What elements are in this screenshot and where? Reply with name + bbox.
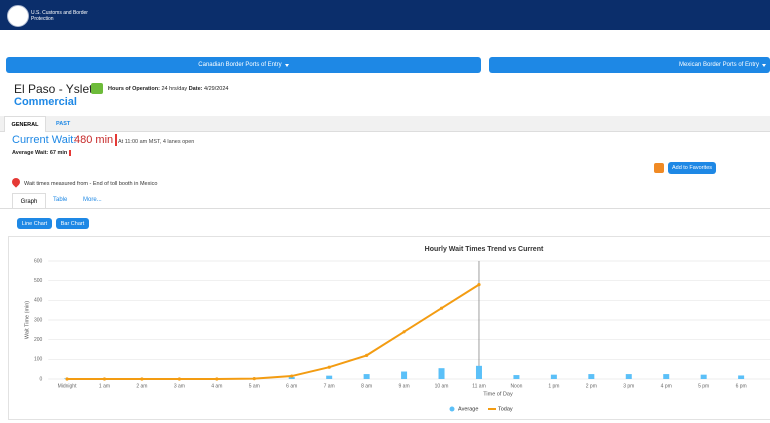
x-tick-label: 7 am	[324, 383, 335, 389]
bar	[738, 375, 745, 379]
lane-type: Commercial	[14, 96, 77, 108]
average-wait: Average Wait: 67 min	[12, 150, 72, 156]
y-tick-label: 400	[34, 298, 43, 304]
x-tick-label: 3 pm	[623, 383, 634, 389]
x-tick-label: Midnight	[58, 383, 78, 389]
y-tick-label: 500	[34, 278, 43, 284]
x-tick-label: 11 am	[472, 383, 486, 389]
tab[interactable]: PAST	[56, 121, 71, 127]
x-tick-label: 6 pm	[736, 383, 747, 389]
mexican-ports-button[interactable]: Mexican Border Ports of Entry	[489, 57, 770, 73]
y-tick-label: 100	[34, 357, 43, 363]
canadian-ports-label: Canadian Border Ports of Entry	[198, 62, 282, 68]
port-name: El Paso - Ysleta	[14, 82, 100, 96]
bar	[401, 371, 408, 379]
add-favorites-button[interactable]: Add to Favorites	[668, 162, 716, 174]
bar	[550, 374, 557, 379]
x-tick-label: 4 pm	[661, 383, 672, 389]
current-wait-note: At 11:00 am MST, 4 lanes open	[118, 139, 195, 145]
logo	[7, 5, 29, 27]
x-tick-label: 4 am	[211, 383, 222, 389]
y-axis-label: Wait Time (min)	[24, 301, 30, 339]
point	[215, 377, 219, 381]
bar	[363, 374, 370, 379]
legend-swatch	[449, 406, 455, 412]
chart-panel	[8, 236, 770, 420]
point	[290, 374, 294, 378]
average-wait-value: 67 min	[49, 150, 72, 156]
point	[439, 306, 444, 310]
point	[402, 330, 406, 334]
y-tick-label: 300	[34, 317, 43, 323]
date-label: Date:	[188, 86, 203, 92]
canadian-ports-button[interactable]: Canadian Border Ports of Entry	[6, 57, 481, 73]
point	[177, 377, 181, 381]
date: 4/29/2024	[204, 86, 229, 92]
subtab[interactable]: Table	[53, 197, 68, 203]
subtab[interactable]: Graph	[12, 193, 46, 209]
x-tick-label: 2 pm	[586, 383, 597, 389]
hours: 24 hrs/day	[161, 86, 188, 92]
x-tick-label: 6 am	[286, 383, 297, 389]
bar	[625, 374, 632, 379]
hours-label: Hours of Operation:	[108, 86, 160, 92]
line-chart-button[interactable]: Line Chart	[17, 218, 52, 229]
point	[327, 365, 331, 369]
x-tick-label: 10 am	[435, 383, 449, 389]
point	[252, 377, 256, 381]
point	[102, 377, 107, 381]
legend-label: Today	[498, 406, 513, 412]
tab[interactable]: GENERAL	[4, 116, 46, 132]
bar	[475, 365, 482, 379]
x-tick-label: 3 am	[174, 383, 185, 389]
tab-bar: GENERAL PAST	[0, 116, 770, 132]
x-tick-label: Noon	[510, 383, 522, 389]
subtab[interactable]: More...	[83, 197, 102, 203]
point	[477, 283, 481, 287]
line	[67, 283, 480, 380]
measured-note: Wait times measured from - End of toll b…	[24, 181, 158, 187]
bar	[288, 377, 295, 379]
divider	[0, 208, 770, 209]
x-tick-label: 5 am	[249, 383, 260, 389]
y-tick-label: 0	[40, 376, 43, 382]
rss-icon[interactable]	[654, 163, 664, 173]
caret	[762, 63, 766, 67]
bar	[513, 375, 520, 379]
mexican-ports-label: Mexican Border Ports of Entry	[678, 62, 759, 68]
bar	[663, 374, 670, 379]
caret	[284, 63, 289, 67]
bar-chart-button[interactable]: Bar Chart	[56, 218, 89, 229]
x-tick-label: 9 am	[399, 383, 410, 389]
y-tick-label: 200	[34, 337, 43, 343]
agency-name: U.S. Customs and Border Protection	[31, 10, 88, 22]
bar	[700, 374, 707, 379]
x-tick-label: 8 am	[361, 383, 372, 389]
x-axis-label: Time of Day	[483, 391, 513, 397]
current-wait-label: Current Wait:	[12, 134, 77, 146]
legend-label: Average	[458, 406, 478, 412]
x-tick-label: 1 pm	[548, 383, 559, 389]
x-tick-label: 2 am	[136, 383, 147, 389]
average-wait-label: Average Wait:	[12, 150, 49, 156]
point	[140, 377, 144, 381]
current-wait-value: 480 min	[74, 134, 118, 146]
bar	[438, 368, 445, 379]
point	[365, 353, 369, 357]
chart-title: Hourly Wait Times Trend vs Current	[425, 246, 544, 253]
commercial-icon	[91, 83, 103, 94]
header-bar: U.S. Customs and Border Protection	[0, 0, 770, 30]
bar	[588, 374, 595, 379]
point	[65, 377, 69, 381]
bar	[326, 375, 333, 379]
y-tick-label: 600	[34, 258, 43, 264]
x-tick-label: 1 am	[99, 383, 110, 389]
x-tick-label: 5 pm	[698, 383, 709, 389]
